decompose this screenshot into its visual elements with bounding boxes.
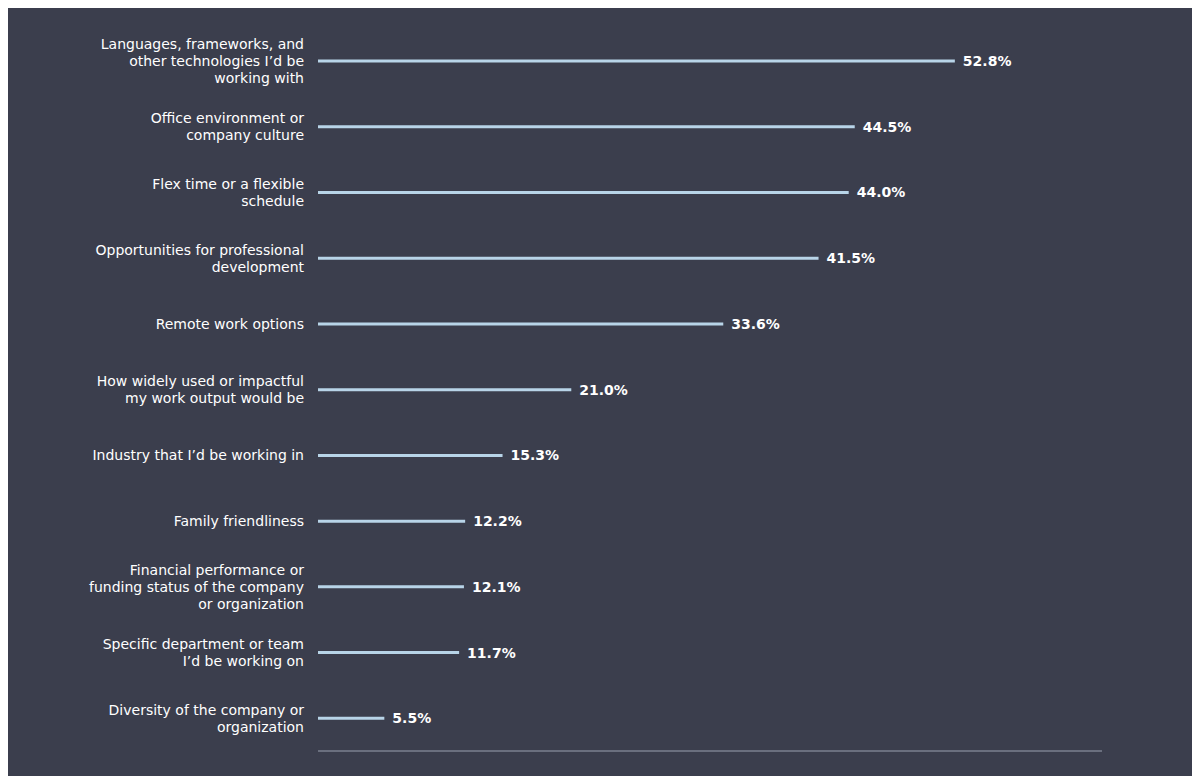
svg-text:Diversity of the company ororg: Diversity of the company ororganization <box>109 702 305 735</box>
svg-text:15.3%: 15.3% <box>511 447 560 463</box>
svg-text:Office environment orcompany c: Office environment orcompany culture <box>151 110 304 143</box>
svg-text:Opportunities for professional: Opportunities for professionaldevelopmen… <box>95 242 304 275</box>
svg-text:Family friendliness: Family friendliness <box>174 513 304 529</box>
svg-text:33.6%: 33.6% <box>731 316 780 332</box>
svg-text:44.5%: 44.5% <box>863 119 912 135</box>
svg-text:11.7%: 11.7% <box>467 645 516 661</box>
svg-text:Financial performance orfundin: Financial performance orfunding status o… <box>89 562 304 612</box>
svg-text:44.0%: 44.0% <box>857 184 906 200</box>
svg-text:21.0%: 21.0% <box>579 382 628 398</box>
svg-text:12.1%: 12.1% <box>472 579 521 595</box>
svg-text:Remote work options: Remote work options <box>156 316 304 332</box>
svg-text:52.8%: 52.8% <box>963 53 1012 69</box>
svg-text:Flex time or a flexibleschedul: Flex time or a flexibleschedule <box>152 176 304 209</box>
svg-text:5.5%: 5.5% <box>392 710 431 726</box>
svg-text:How widely used or impactfulmy: How widely used or impactfulmy work outp… <box>97 373 304 406</box>
svg-text:Languages, frameworks, andothe: Languages, frameworks, andother technolo… <box>101 36 304 86</box>
svg-text:Industry that I’d be working i: Industry that I’d be working in <box>92 447 304 463</box>
svg-text:Specific department or teamI’d: Specific department or teamI’d be workin… <box>103 636 304 669</box>
svg-text:41.5%: 41.5% <box>827 250 876 266</box>
svg-text:12.2%: 12.2% <box>473 513 522 529</box>
